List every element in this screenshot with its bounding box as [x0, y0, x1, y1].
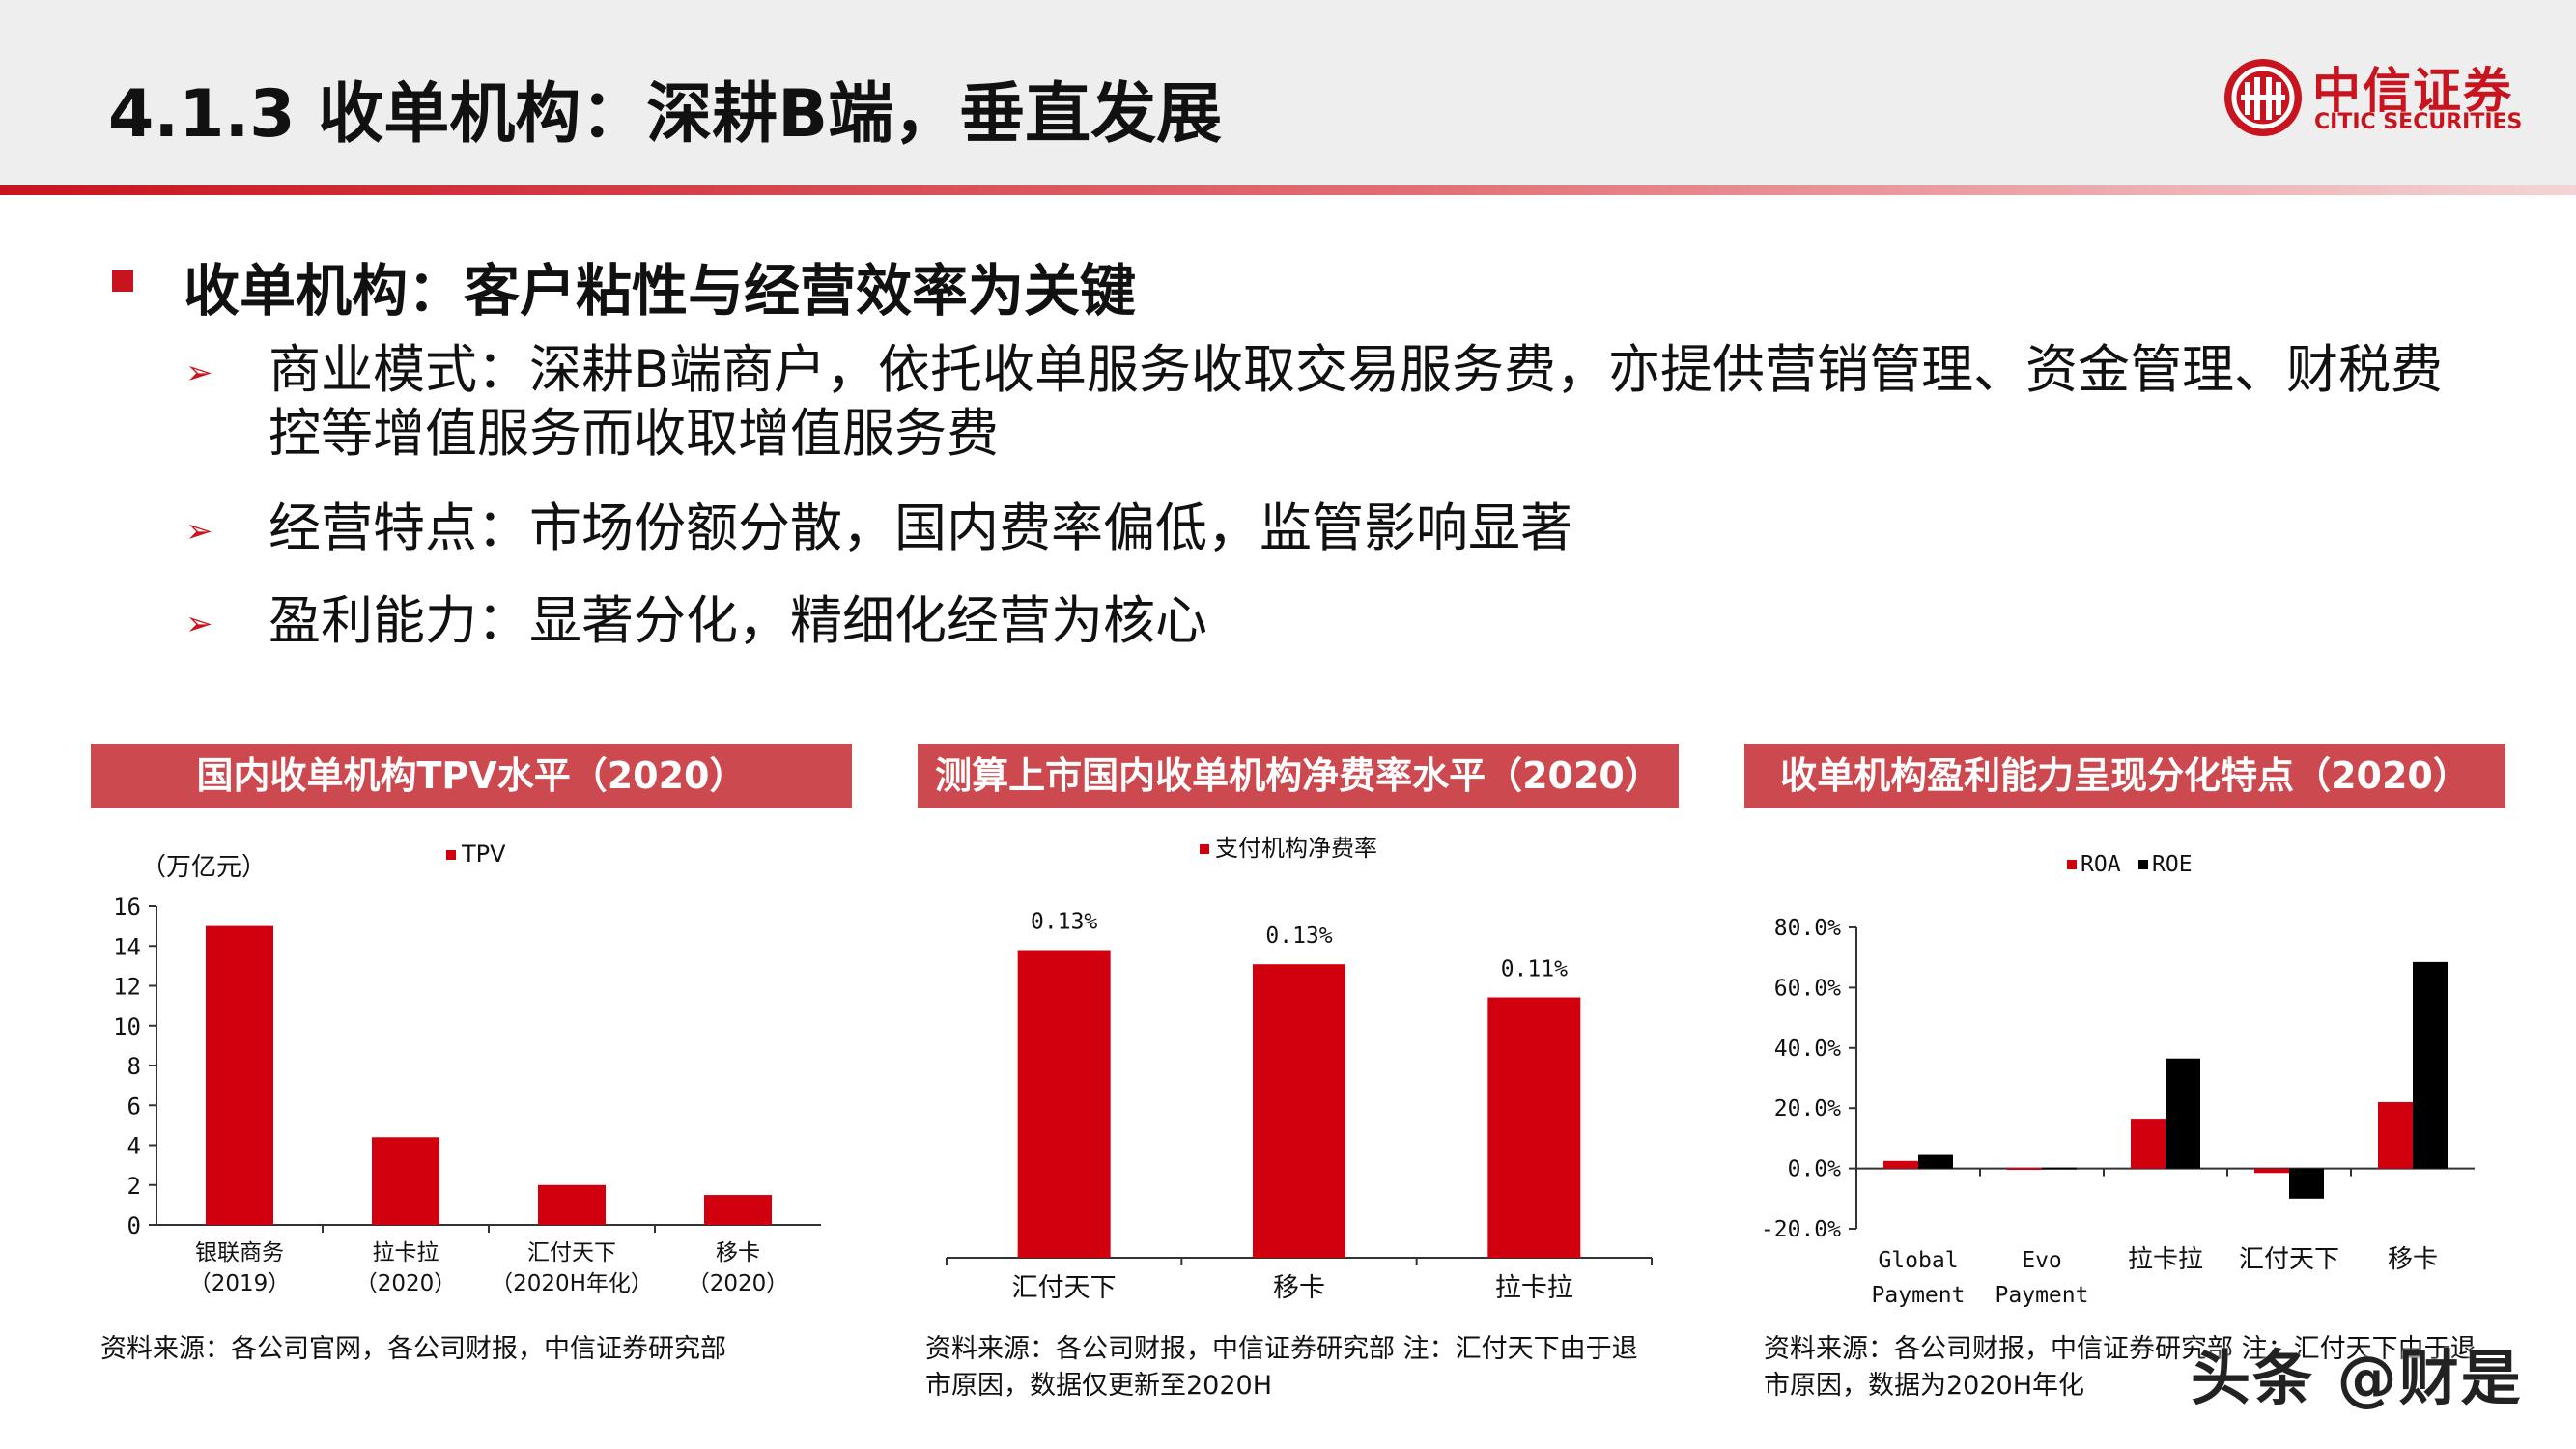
x-tick-label: 银联商务（2019）: [189, 1240, 291, 1296]
y-tick-label: 0.0%: [1788, 1157, 1842, 1182]
y-tick-label: 60.0%: [1774, 976, 1841, 1001]
legend-label-roe: ROE: [2152, 852, 2193, 877]
x-tick-label: Evo Payment: [1996, 1248, 2089, 1308]
legend-swatch-roa: [2067, 860, 2077, 869]
bar-roe: [2042, 1167, 2077, 1170]
data-label: 0.11%: [1501, 957, 1568, 982]
y-tick-label: -20.0%: [1761, 1217, 1841, 1242]
y-tick-label: 12: [113, 974, 141, 1001]
legend-swatch-roe: [2138, 860, 2148, 869]
arrow-bullet-icon: ➢: [185, 512, 213, 551]
y-tick-label: 20.0%: [1774, 1096, 1841, 1122]
y-tick-label: 8: [127, 1053, 141, 1080]
chart-fee-rate: 支付机构净费率 0.13% 汇付天下 0.13% 移卡 0.11% 拉卡拉: [946, 835, 1653, 1303]
bar-tpv: [372, 1137, 439, 1225]
header-divider: [0, 185, 2576, 195]
x-tick-label: 汇付天下: [1012, 1273, 1117, 1303]
legend-label-roa: ROA: [2081, 852, 2121, 877]
y-unit-label: （万亿元）: [141, 853, 267, 882]
bar-roa: [1883, 1160, 1918, 1169]
header-bar: [0, 0, 2576, 185]
x-tick-label: Global Payment: [1872, 1248, 1966, 1308]
point-operating-features: 经营特点：市场份额分散，国内费率偏低，监管影响显著: [269, 497, 1572, 558]
panel-title-tpv: 国内收单机构TPV水平（2020）: [91, 744, 852, 808]
bar-roe: [2413, 961, 2448, 1169]
arrow-bullet-icon: ➢: [185, 354, 213, 392]
data-label: 0.13%: [1031, 910, 1097, 935]
y-tick-label: 16: [113, 894, 141, 921]
bar-roa: [2254, 1168, 2289, 1174]
bar-fee-rate: [1487, 997, 1581, 1258]
data-label: 0.13%: [1265, 923, 1332, 949]
source-note-fee-rate: 资料来源：各公司财报，中信证券研究部 注：汇付天下由于退市原因，数据仅更新至20…: [925, 1334, 1638, 1401]
bar-roa: [2378, 1101, 2413, 1169]
logo-cn-text: 中信证券: [2312, 63, 2513, 119]
x-tick-label: 移卡: [1273, 1273, 1325, 1303]
y-tick-label: 14: [113, 933, 141, 960]
bar-tpv: [538, 1184, 606, 1225]
chart-roa-roe: ROA ROE -20.0% 0.0% 20.0% 40.0% 60.0% 80.0% Glob…: [1761, 852, 2475, 1308]
y-tick-label: 2: [127, 1173, 141, 1200]
source-note-tpv: 资料来源：各公司官网，各公司财报，中信证券研究部: [100, 1334, 726, 1364]
chart-tpv: （万亿元） TPV 0 2 4 6 8 10 12 14 16 银联商务（2019） 拉卡拉（2020）…: [113, 840, 821, 1296]
y-tick-label: 10: [113, 1013, 141, 1040]
citic-logo-icon: [2224, 59, 2302, 136]
x-tick-label: 汇付天下: [2239, 1245, 2339, 1274]
bar-fee-rate: [1017, 950, 1111, 1258]
watermark: 头条 @财是: [2191, 1343, 2523, 1413]
bar-roa: [2131, 1119, 2166, 1169]
y-tick-label: 80.0%: [1774, 916, 1841, 941]
main-heading: 收单机构：客户粘性与经营效率为关键: [184, 258, 1137, 324]
bar-roa: [2007, 1167, 2042, 1170]
bar-tpv: [206, 925, 273, 1225]
x-tick-label: 拉卡拉: [1495, 1273, 1573, 1303]
legend-swatch-fee-rate: [1200, 844, 1209, 854]
x-tick-label: 移卡: [2388, 1245, 2438, 1274]
bar-roe: [2289, 1168, 2324, 1199]
citic-logo: 中信证券 CITIC SECURITIES: [2222, 50, 2522, 151]
bar-roe: [1918, 1154, 1953, 1169]
y-tick-label: 6: [127, 1093, 141, 1120]
logo-en-text: CITIC SECURITIES: [2314, 110, 2523, 134]
arrow-bullet-icon: ➢: [185, 605, 213, 643]
legend-label-tpv: TPV: [461, 840, 506, 867]
y-tick-label: 0: [127, 1212, 141, 1239]
point-profitability: 盈利能力：显著分化，精细化经营为核心: [269, 590, 1207, 651]
x-tick-label: 拉卡拉（2020）: [355, 1240, 457, 1296]
source-note-profitability: 资料来源：各公司财报，中信证券研究部 注：汇付天下由于退市原因，数据为2020H…: [1764, 1334, 2477, 1401]
page-title: 4.1.3 收单机构：深耕B端，垂直发展: [108, 76, 1223, 153]
x-tick-label: 拉卡拉: [2128, 1245, 2203, 1274]
panel-title-fee-rate: 测算上市国内收单机构净费率水平（2020）: [918, 744, 1679, 808]
panel-title-profitability: 收单机构盈利能力呈现分化特点（2020）: [1744, 744, 2505, 808]
x-tick-label: 汇付天下（2020H年化）: [491, 1240, 653, 1296]
bar-tpv: [704, 1195, 772, 1225]
point-business-model: 商业模式：深耕B端商户，依托收单服务收取交易服务费，亦提供营销管理、资金管理、财…: [269, 339, 2444, 464]
x-tick-label: 移卡（2020）: [688, 1240, 789, 1296]
square-bullet-icon: [112, 270, 133, 292]
legend-label-fee-rate: 支付机构净费率: [1215, 835, 1377, 862]
y-tick-label: 4: [127, 1133, 141, 1160]
legend-swatch-tpv: [446, 850, 456, 860]
y-tick-label: 40.0%: [1774, 1037, 1841, 1062]
bar-fee-rate: [1253, 964, 1345, 1258]
bar-roe: [2166, 1058, 2200, 1169]
